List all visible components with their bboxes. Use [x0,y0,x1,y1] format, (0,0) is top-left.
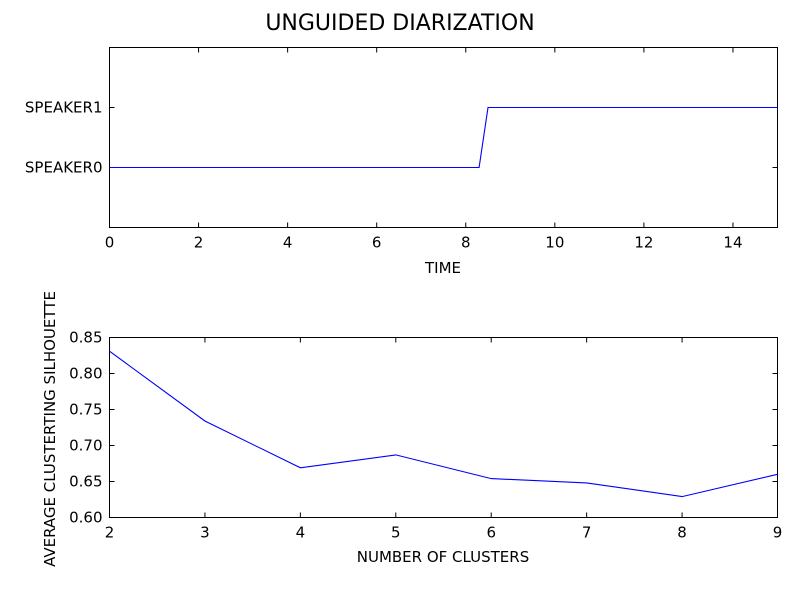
diarization-x-tick-label: 8 [461,234,471,252]
diarization-x-axis-label: TIME [424,259,461,277]
silhouette-y-axis-label: AVERAGE CLUSTERTING SILHOUETTE [41,291,59,567]
diarization-x-tick-label: 2 [194,234,204,252]
diarization-x-tick-label: 12 [634,234,653,252]
silhouette-x-tick-label: 6 [486,524,496,542]
silhouette-y-tick-label: 0.65 [69,473,102,491]
diarization-plot-frame [109,47,778,228]
diarization-plot: 0 2 4 6 8 10 12 14 SPEAKER0 SPEAKER1 TIME [25,47,778,277]
figure-title: UNGUIDED DIARIZATION [265,11,534,36]
silhouette-x-tick-label: 9 [773,524,783,542]
diarization-x-tick-label: 0 [105,234,115,252]
silhouette-x-tick-label: 3 [200,524,210,542]
silhouette-y-tick-label: 0.75 [69,401,102,419]
silhouette-x-tick-label: 2 [105,524,115,542]
diarization-x-tick-label: 6 [372,234,382,252]
silhouette-plot: 2 3 4 5 6 7 8 9 0.60 0.65 0.70 0.75 0.80 0.85 NUMBER … [41,291,782,567]
silhouette-y-tick-label: 0.80 [69,365,102,383]
silhouette-x-tick-label: 5 [391,524,401,542]
silhouette-y-tick-label: 0.60 [69,509,102,527]
silhouette-x-tick-label: 8 [677,524,687,542]
diarization-x-tick-label: 14 [723,234,742,252]
silhouette-line [109,350,778,498]
silhouette-x-axis-label: NUMBER OF CLUSTERS [357,548,529,566]
diarization-y-tick-label: SPEAKER0 [25,159,103,177]
silhouette-plot-frame [109,337,778,518]
silhouette-y-tick-label: 0.85 [69,329,102,347]
diarization-x-tick-label: 4 [283,234,293,252]
diarization-x-tick-label: 10 [545,234,564,252]
silhouette-y-tick-label: 0.70 [69,437,102,455]
speaker-timeline-line [109,106,778,169]
silhouette-x-tick-label: 4 [296,524,306,542]
diarization-y-tick-label: SPEAKER1 [25,99,103,117]
silhouette-x-tick-label: 7 [582,524,592,542]
